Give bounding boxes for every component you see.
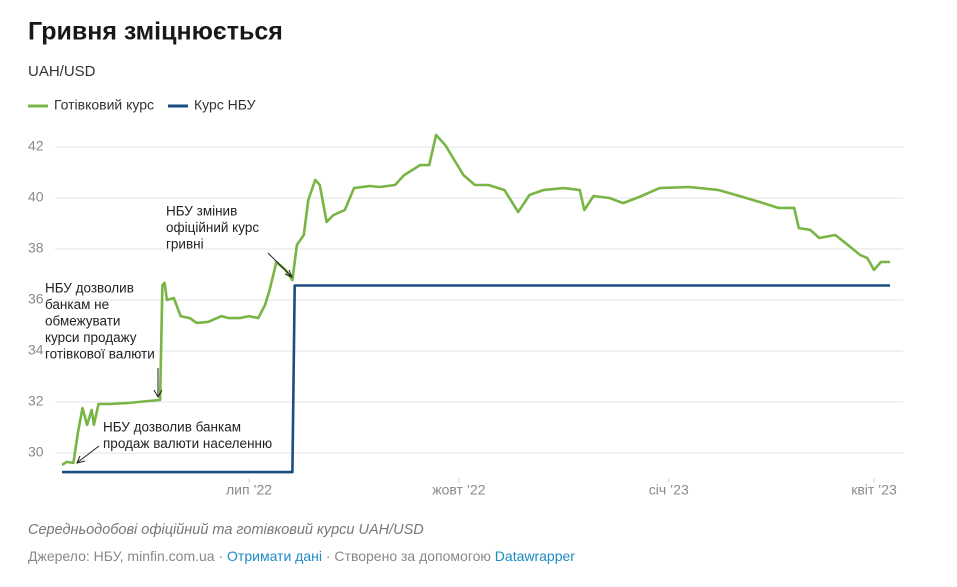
legend-label: Готівковий курс (54, 97, 154, 113)
annotation: обмежувати (45, 314, 120, 329)
annotation: НБУ дозволив банкам (103, 420, 241, 435)
annotation: продаж валюти населенню (103, 436, 272, 451)
chart: Гривня зміцнюється UAH/USD 30 32 34 36 38 40 4… (28, 18, 903, 498)
tool-link[interactable]: Datawrapper (494, 548, 575, 564)
annotation: банкам не (45, 297, 109, 312)
lines (61, 133, 890, 474)
legend-label: Курс НБУ (194, 97, 256, 113)
annotation-arrows (76, 252, 293, 464)
y-tick-label: 32 (28, 393, 44, 409)
y-tick-label: 38 (28, 240, 44, 256)
footer: Середньодобові офіційний та готівковий к… (28, 522, 575, 564)
arrow (267, 252, 293, 278)
y-tick-label: 30 (28, 444, 44, 460)
x-tick-label: січ ’23 (649, 482, 689, 498)
y-tick-label: 42 (28, 138, 44, 154)
series-line (61, 133, 890, 467)
grid: 30 32 34 36 38 40 42 лип ’22 жовт ’22 січ ’23 квіт… (28, 138, 903, 498)
separator: · (325, 548, 331, 564)
chart-subtitle: UAH/USD (28, 63, 96, 80)
annotation: НБУ дозволив (45, 281, 134, 296)
y-tick-label: 34 (28, 342, 44, 358)
notes: Середньодобові офіційний та готівковий к… (28, 522, 424, 538)
get-data-link[interactable]: Отримати дані (227, 548, 322, 564)
y-tick-label: 40 (28, 189, 44, 205)
annotation: готівкової валюти (45, 347, 155, 362)
separator: · (218, 548, 224, 564)
series-line (62, 284, 890, 474)
x-tick-label: лип ’22 (226, 482, 272, 498)
y-tick-label: 36 (28, 291, 44, 307)
annotation: гривні (166, 237, 204, 252)
source-text: НБУ, minfin.com.ua (93, 548, 215, 564)
chart-title: Гривня зміцнюється (28, 18, 283, 46)
made-with: Створено за допомогою (334, 548, 491, 564)
annotation: НБУ змінив (166, 204, 237, 219)
arrow (153, 368, 163, 399)
source-label: Джерело: (28, 548, 90, 564)
annotation: офіційний курс (166, 220, 259, 235)
annotation: курси продажу (45, 330, 137, 345)
x-tick-label: жовт ’22 (432, 482, 485, 498)
x-tick-label: квіт ’23 (851, 482, 897, 498)
arrow (76, 445, 100, 464)
source: Джерело: НБУ, minfin.com.ua · Отримати д… (28, 548, 575, 564)
